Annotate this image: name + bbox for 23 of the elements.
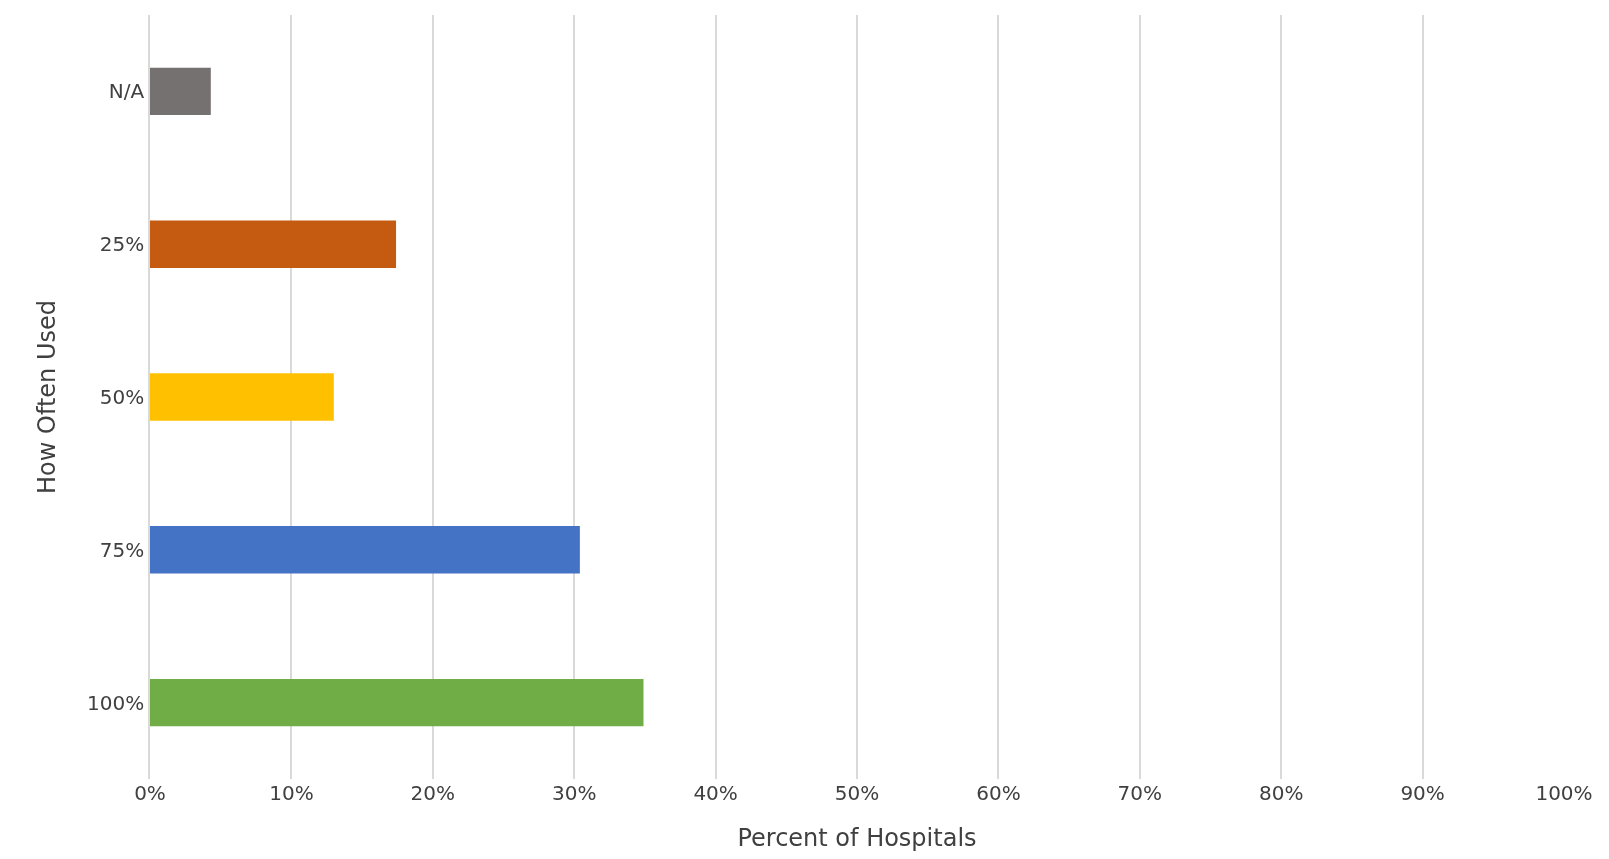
x-tick-label: 10% — [269, 781, 314, 805]
x-tick-label: 100% — [1535, 781, 1593, 805]
x-tick-label: 0% — [134, 781, 166, 805]
x-tick-label: 50% — [834, 781, 880, 805]
y-tick-label: 50% — [99, 385, 145, 409]
x-tick-label: 20% — [410, 781, 456, 805]
x-tick-label: 60% — [976, 781, 1021, 805]
bar — [150, 373, 334, 421]
x-tick-label: 90% — [1400, 781, 1445, 805]
y-axis-title: How Often Used — [32, 300, 61, 494]
y-tick-label: 100% — [87, 690, 145, 715]
bar — [150, 678, 644, 727]
bar — [150, 220, 397, 268]
y-tick-label: N/A — [108, 79, 145, 104]
bar — [150, 67, 211, 116]
x-axis-title: Percent of Hospitals — [737, 824, 977, 853]
x-tick-label: 70% — [1117, 781, 1163, 805]
y-tick-label: 75% — [99, 537, 145, 562]
bar — [150, 526, 580, 574]
x-tick-label: 40% — [693, 781, 738, 805]
y-tick-label: 25% — [99, 232, 145, 257]
x-tick-label: 80% — [1258, 781, 1304, 805]
x-tick-label: 30% — [551, 781, 597, 805]
